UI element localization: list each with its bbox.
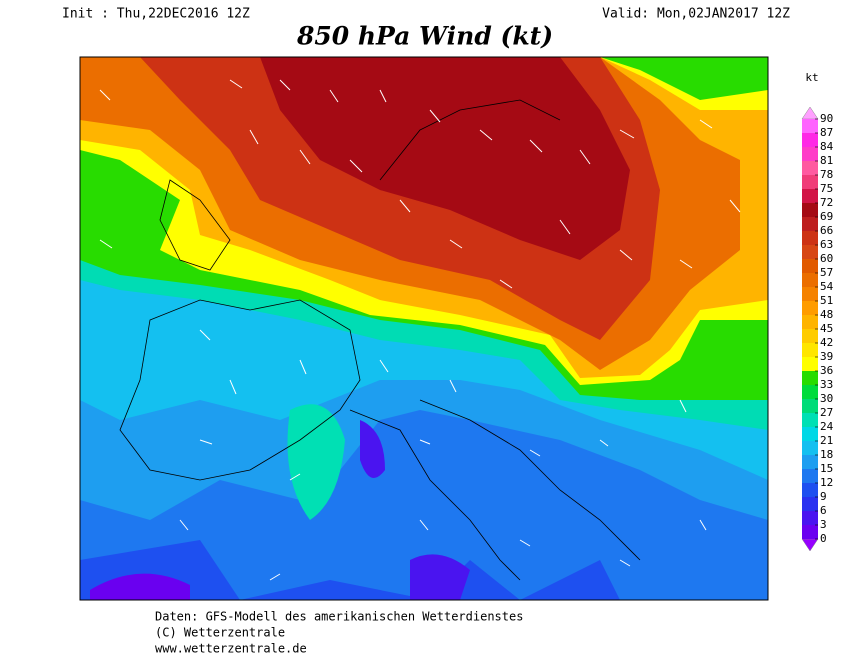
colorbar-label: 33	[820, 378, 833, 391]
colorbar-band	[802, 119, 818, 133]
colorbar-label: 45	[820, 322, 833, 335]
colorbar-band	[802, 497, 818, 511]
colorbar-band	[802, 273, 818, 287]
coastlines	[119, 99, 641, 581]
map	[79, 56, 769, 601]
colorbar-label: 12	[820, 476, 833, 489]
footer-line: www.wetterzentrale.de	[155, 642, 307, 656]
colorbar-band	[802, 469, 818, 483]
valid-time: Valid: Mon,02JAN2017 12Z	[602, 7, 790, 22]
colorbar-band	[802, 357, 818, 371]
colorbar-band	[802, 427, 818, 441]
colorbar-label: 66	[820, 224, 833, 237]
colorbar-band	[802, 175, 818, 189]
colorbar-band	[802, 343, 818, 357]
colorbar-band	[802, 231, 818, 245]
colorbar-label: 3	[820, 518, 827, 531]
colorbar-band	[802, 441, 818, 455]
colorbar-label: 24	[820, 420, 834, 433]
colorbar-band	[802, 189, 818, 203]
colorbar-label: 75	[820, 182, 833, 195]
colorbar-label: 54	[820, 280, 834, 293]
map-frame	[79, 56, 769, 601]
colorbar-band	[802, 525, 818, 539]
colorbar-label: 81	[820, 154, 833, 167]
colorbar-label: 63	[820, 238, 833, 251]
footer-line: (C) Wetterzentrale	[155, 626, 285, 640]
colorbar-end	[801, 106, 819, 120]
colorbar-band	[802, 413, 818, 427]
colorbar-band	[802, 329, 818, 343]
wind-barbs	[99, 79, 741, 581]
colorbar-label: 30	[820, 392, 833, 405]
field	[90, 573, 190, 600]
colorbar-band	[802, 301, 818, 315]
field	[260, 57, 630, 260]
init-time: Init : Thu,22DEC2016 12Z	[62, 7, 250, 22]
colorbar-band	[802, 455, 818, 469]
colorbar-band	[802, 217, 818, 231]
colorbar-band	[802, 245, 818, 259]
colorbar-label: 39	[820, 350, 833, 363]
colorbar-label: 84	[820, 140, 834, 153]
colorbar-band	[802, 203, 818, 217]
colorbar-band	[802, 161, 818, 175]
colorbar-label: 87	[820, 126, 833, 139]
colorbar-label: 69	[820, 210, 833, 223]
colorbar-label: 90	[820, 112, 833, 125]
colorbar-band	[802, 133, 818, 147]
colorbar-label: 78	[820, 168, 833, 181]
colorbar-label: 15	[820, 462, 833, 475]
colorbar-end	[801, 538, 819, 552]
colorbar-band	[802, 287, 818, 301]
field	[287, 404, 345, 520]
colorbar-band	[802, 315, 818, 329]
colorbar-band	[802, 385, 818, 399]
colorbar-band	[802, 259, 818, 273]
map-title: 850 hPa Wind (kt)	[296, 22, 553, 51]
colorbar-band	[802, 147, 818, 161]
colorbar-band	[802, 399, 818, 413]
colorbar-label: 60	[820, 252, 833, 265]
colorbar-label: 48	[820, 308, 833, 321]
colorbar-unit: kt	[805, 71, 818, 84]
colorbar-label: 18	[820, 448, 833, 461]
colorbar-label: 6	[820, 504, 827, 517]
footer-line: Daten: GFS-Modell des amerikanischen Wet…	[155, 610, 523, 624]
colorbar-label: 72	[820, 196, 833, 209]
colorbar-band	[802, 371, 818, 385]
colorbar-band	[802, 511, 818, 525]
colorbar-label: 21	[820, 434, 833, 447]
colorbar-label: 51	[820, 294, 833, 307]
field	[360, 420, 385, 478]
colorbar-label: 57	[820, 266, 833, 279]
colorbar: kt 0369121518212427303336394245485154576…	[801, 71, 834, 552]
colorbar-label: 36	[820, 364, 833, 377]
colorbar-label: 27	[820, 406, 833, 419]
field	[410, 554, 470, 600]
colorbar-label: 9	[820, 490, 827, 503]
colorbar-label: 0	[820, 532, 827, 545]
colorbar-band	[802, 483, 818, 497]
colorbar-label: 42	[820, 336, 833, 349]
